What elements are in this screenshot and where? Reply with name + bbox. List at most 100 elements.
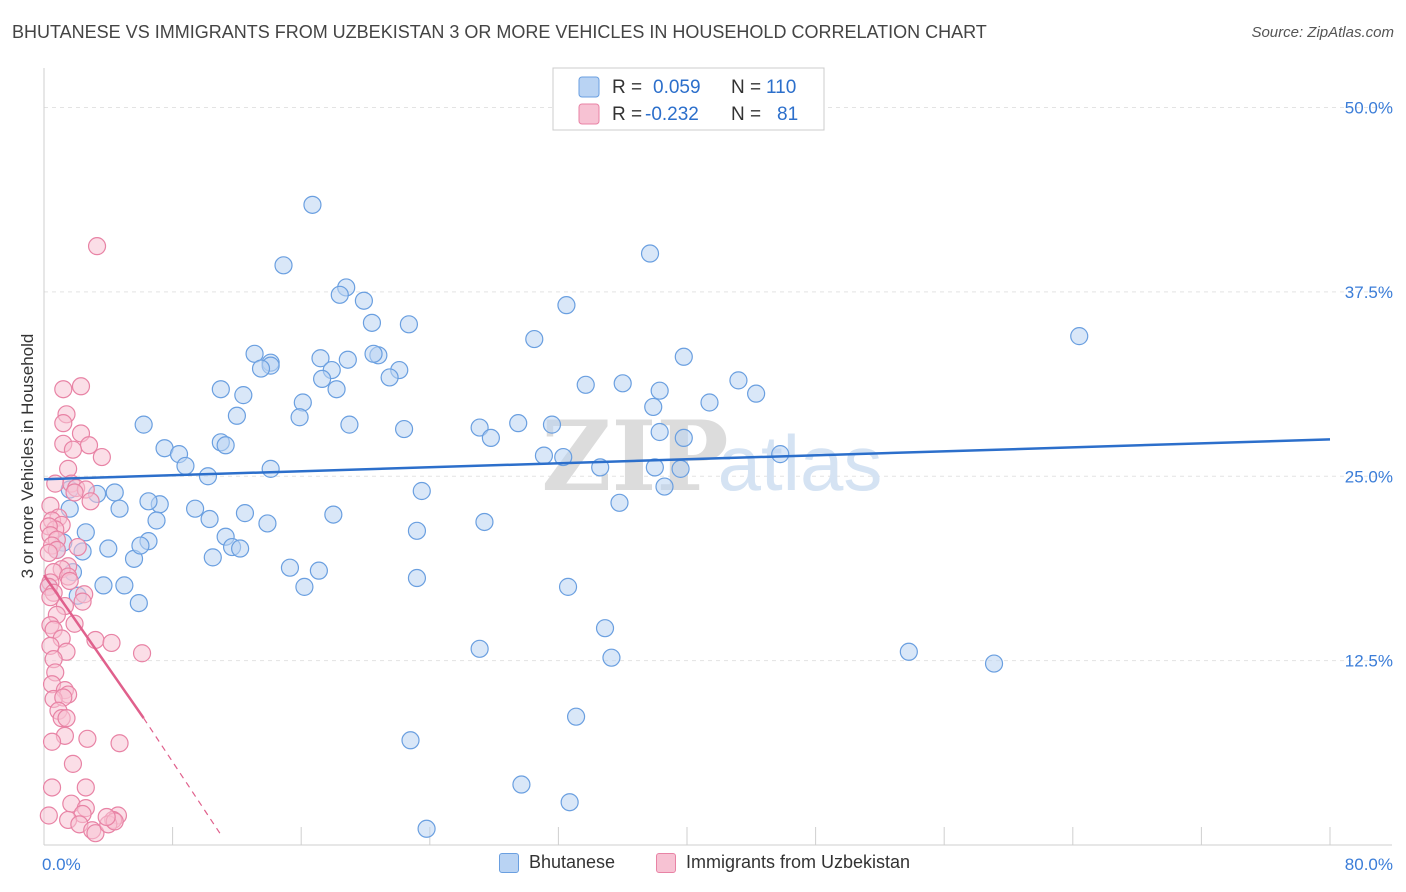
bhutanese-point-29	[576, 375, 595, 394]
bhutanese-point-41	[394, 419, 414, 439]
bhutanese-point-22	[674, 347, 693, 366]
bhutanese-point-10	[1070, 327, 1089, 346]
bhutanese-point-95	[129, 593, 148, 613]
grid-lines	[44, 107, 1392, 662]
watermark-atlas: atlas	[718, 419, 883, 507]
bhutanese-point-73	[407, 521, 427, 540]
bhutanese-point-97	[470, 639, 489, 658]
uzbekistan-trend-extension	[143, 717, 222, 836]
bhutanese-point-92	[295, 577, 314, 596]
uzbekistan-trend-line	[42, 574, 145, 719]
y-tick-label-3: 50.0%	[1345, 99, 1393, 118]
bhutanese-point-56	[671, 459, 690, 478]
bhutanese-point-59	[412, 481, 431, 501]
bhutanese-point-32	[747, 384, 766, 403]
bhutanese-point-44	[650, 422, 669, 442]
bhutanese-point-31	[729, 371, 748, 390]
uzbekistan-point-63	[42, 732, 62, 751]
bhutanese-point-60	[655, 477, 674, 496]
axes	[43, 68, 1392, 846]
bhutanese-point-104	[560, 793, 579, 812]
uzbekistan-points	[39, 237, 152, 843]
bhutanese-point-30	[650, 381, 669, 400]
legend-item-uzbekistan: Immigrants from Uzbekistan	[656, 852, 910, 873]
uzbekistan-point-79	[65, 483, 84, 502]
bhutanese-point-25	[327, 380, 346, 399]
uzbekistan-point-10	[59, 459, 78, 478]
bhutanese-point-101	[566, 707, 586, 726]
bhutanese-point-42	[470, 418, 489, 437]
bhutanese-point-86	[309, 561, 328, 580]
bhutanese-point-26	[293, 393, 312, 412]
bhutanese-point-15	[338, 350, 357, 369]
uzbekistan-point-46	[102, 633, 121, 653]
bhutanese-point-23	[312, 369, 332, 388]
legend-label-uzbekistan: Immigrants from Uzbekistan	[686, 852, 911, 872]
bhutanese-point-98	[602, 648, 621, 667]
watermark-zip: ZIP	[541, 400, 728, 513]
bhutanese-point-61	[105, 483, 124, 502]
uzbekistan-point-80	[97, 807, 116, 827]
legend-r-value-1: 0.059	[653, 77, 701, 98]
uzbekistan-point-61	[78, 729, 97, 748]
legend-n-label-1: N =	[731, 77, 761, 98]
uzbekistan-point-4	[54, 414, 73, 433]
bhutanese-point-34	[700, 393, 719, 412]
legend-swatch-bhutanese-bottom	[499, 852, 519, 873]
uzbekistan-point-26	[68, 537, 87, 557]
legend-n-value-1: 110	[766, 77, 796, 98]
bhutanese-point-107	[131, 536, 150, 555]
bhutanese-point-66	[110, 499, 129, 518]
uzbekistan-point-66	[42, 778, 62, 797]
bhutanese-point-52	[554, 447, 573, 467]
legend-r-label-1: R =	[612, 77, 642, 98]
legend-bottom: Bhutanese Immigrants from Uzbekistan	[0, 852, 1406, 876]
bhutanese-trend-line	[43, 438, 1331, 481]
bhutanese-point-8	[399, 315, 419, 334]
bhutanese-point-6	[557, 296, 576, 315]
legend-top: R = 0.059 N = 110 R = -0.232 N = 81	[552, 67, 825, 131]
bhutanese-point-74	[76, 523, 95, 542]
bhutanese-point-93	[558, 577, 578, 596]
legend-n-value-2: 81	[777, 104, 798, 125]
bhutanese-point-82	[231, 539, 250, 558]
bhutanese-points	[39, 195, 1089, 838]
y-axis-label: 3 or more Vehicles in Household	[18, 334, 37, 579]
bhutanese-point-4	[330, 285, 349, 304]
legend-r-value-2: -0.232	[645, 104, 699, 125]
uzbekistan-point-49	[132, 644, 152, 663]
bhutanese-point-51	[771, 445, 790, 464]
bhutanese-point-35	[227, 406, 246, 425]
bhutanese-point-48	[216, 436, 235, 455]
uzbekistan-point-2	[54, 380, 73, 399]
uzbekistan-point-27	[39, 543, 58, 563]
bhutanese-point-108	[176, 456, 195, 476]
legend-swatch-uzbekistan-bottom	[656, 852, 676, 873]
bhutanese-point-57	[198, 467, 218, 486]
bhutanese-point-91	[115, 576, 134, 595]
uzbekistan-point-1	[71, 377, 91, 396]
bhutanese-point-0	[303, 195, 322, 214]
y-tick-label-1: 25.0%	[1345, 467, 1393, 486]
y-tick-label-0: 12.5%	[1345, 652, 1393, 671]
bhutanese-point-106	[610, 493, 629, 512]
bhutanese-point-70	[147, 511, 166, 530]
uzbekistan-point-32	[60, 571, 79, 591]
bhutanese-point-7	[362, 313, 382, 332]
bhutanese-point-64	[139, 492, 158, 511]
bhutanese-point-14	[311, 349, 330, 368]
tick-labels: 12.5% 25.0% 37.5% 50.0% 0.0% 80.0%	[42, 99, 1393, 875]
legend-n-label-2: N =	[731, 104, 761, 125]
bhutanese-point-45	[481, 428, 500, 447]
uzbekistan-point-75	[86, 824, 105, 843]
bhutanese-point-38	[542, 415, 562, 434]
bhutanese-point-85	[280, 558, 300, 577]
bhutanese-point-2	[640, 244, 660, 263]
legend-swatch-uzbekistan	[578, 103, 600, 125]
bhutanese-point-39	[134, 415, 153, 434]
bhutanese-point-96	[595, 619, 615, 638]
uzbekistan-point-65	[76, 778, 95, 797]
bhutanese-point-69	[200, 509, 219, 529]
legend-r-label-2: R =	[612, 104, 642, 125]
uzbekistan-point-8	[63, 440, 83, 459]
